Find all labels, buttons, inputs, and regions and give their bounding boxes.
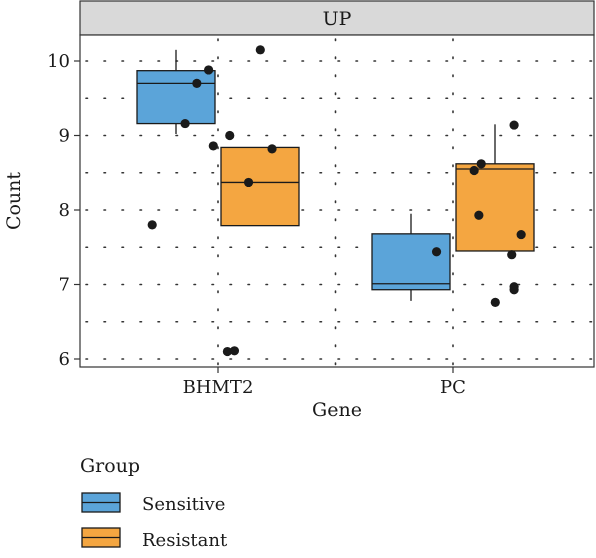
data-point-resistant (469, 165, 479, 176)
y-tick-label: 10 (47, 51, 70, 72)
x-axis-title: Gene (312, 399, 362, 421)
box-resistant-bhmt2 (220, 146, 300, 227)
y-tick-label: 9 (59, 126, 70, 147)
data-point-resistant (255, 45, 265, 55)
data-point-resistant (516, 229, 526, 240)
data-point-resistant (476, 159, 486, 169)
y-tick-label: 7 (59, 275, 70, 296)
data-point-resistant (225, 130, 235, 141)
box-body (220, 146, 300, 227)
legend-label-resistant: Resistant (142, 530, 228, 551)
data-point-resistant (222, 346, 232, 357)
data-point-resistant (507, 250, 517, 260)
data-point-resistant (490, 297, 500, 307)
box-layer (136, 49, 535, 301)
y-tick-label: 8 (59, 200, 70, 221)
grid-layer (85, 38, 595, 368)
data-point-sensitive (147, 220, 157, 230)
legend-title: Group (80, 455, 140, 477)
data-point-resistant (229, 346, 240, 356)
legend-entry-resistant: Resistant (81, 527, 228, 551)
box-sensitive-pc (371, 213, 451, 301)
data-point-resistant (509, 285, 519, 295)
legend: Group Sensitive Resistant (80, 455, 228, 551)
data-point-sensitive (192, 78, 202, 88)
data-point-resistant (267, 144, 277, 154)
facet-strip (79, 0, 595, 36)
box-body (136, 70, 216, 125)
data-point-sensitive (180, 118, 190, 129)
data-point-resistant (474, 210, 484, 220)
legend-label-sensitive: Sensitive (142, 494, 225, 515)
facet-strip-label: UP (323, 8, 352, 30)
x-tick-label: BHMT2 (183, 377, 254, 398)
legend-entry-sensitive: Sensitive (81, 492, 225, 515)
data-point-sensitive (431, 247, 442, 257)
y-tick-label: 6 (59, 349, 70, 370)
data-point-resistant (509, 120, 519, 130)
data-point-sensitive (204, 65, 214, 75)
y-axis-title: Count (3, 172, 25, 230)
point-layer (147, 45, 526, 357)
axis-layer: 6 7 8 9 10 BHMT2 PC (47, 51, 466, 398)
x-tick-label: PC (440, 377, 466, 398)
box-sensitive-bhmt2 (136, 49, 216, 135)
box-body (371, 233, 451, 291)
data-point-resistant (243, 177, 254, 188)
data-point-sensitive (208, 141, 218, 151)
